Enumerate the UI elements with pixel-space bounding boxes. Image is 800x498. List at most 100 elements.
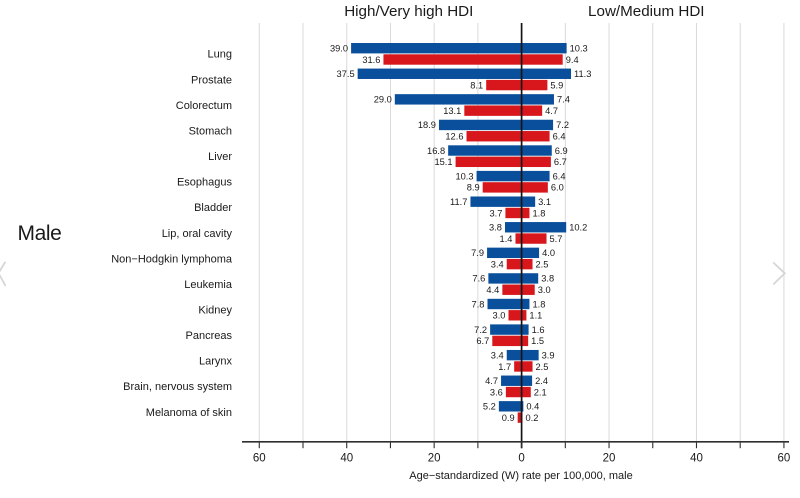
x-axis-tick-label: 40 xyxy=(690,453,703,465)
bar-left-red-leukemia xyxy=(502,284,522,295)
value-label-right-blue-larynx: 3.9 xyxy=(542,350,555,360)
category-label-lung: Lung xyxy=(208,49,232,61)
value-label-left-blue-lung: 39.0 xyxy=(330,44,348,54)
value-label-left-blue-melanoma-of-skin: 5.2 xyxy=(483,402,496,412)
value-labels: 39.0 37.5 29.0 18.9 16.8 10.3 11.7 3.8 7.9 7.6 7.8… xyxy=(330,44,591,423)
value-label-left-red-bladder: 3.7 xyxy=(489,208,502,218)
value-label-left-red-melanoma-of-skin: 0.9 xyxy=(502,413,515,423)
bar-left-blue-pancreas xyxy=(490,324,522,335)
bar-right-blue-liver xyxy=(521,145,552,156)
value-label-left-blue-esophagus: 10.3 xyxy=(455,171,473,181)
value-label-right-blue-esophagus: 6.4 xyxy=(553,171,566,181)
value-label-left-red-esophagus: 8.9 xyxy=(467,183,480,193)
bar-right-blue-colorectum xyxy=(521,94,554,105)
value-label-right-blue-lip-oral-cavity: 10.2 xyxy=(569,223,587,233)
value-label-right-blue-liver: 6.9 xyxy=(555,146,568,156)
category-label-melanoma-of-skin: Melanoma of skin xyxy=(146,407,232,419)
bar-right-blue-bladder xyxy=(521,196,536,207)
bar-left-blue-liver xyxy=(448,145,522,156)
chevron-left-icon[interactable] xyxy=(0,261,7,287)
bar-right-red-stomach xyxy=(521,131,550,142)
bar-right-red-prostate xyxy=(521,79,548,91)
x-axis-tick-label: 60 xyxy=(253,453,266,465)
bar-left-blue-prostate xyxy=(357,68,522,79)
x-axis-tick-labels: 60 40 20 0 20 40 60 xyxy=(253,453,790,465)
value-label-right-red-leukemia: 3.0 xyxy=(538,285,551,295)
category-label-lip-oral-cavity: Lip, oral cavity xyxy=(162,228,233,240)
category-label-kidney: Kidney xyxy=(198,305,232,317)
bar-right-blue-esophagus xyxy=(521,170,550,182)
value-label-right-blue-pancreas: 1.6 xyxy=(532,325,545,335)
bar-left-red-brain-nervous-system xyxy=(505,386,522,398)
bar-left-red-kidney xyxy=(508,310,522,321)
category-label-pancreas: Pancreas xyxy=(186,330,233,342)
value-label-left-red-kidney: 3.0 xyxy=(493,311,506,321)
category-labels: Lung Prostate Colorectum Stomach Liver Esopha… xyxy=(111,49,233,419)
panel-title-left: High/Very high HDI xyxy=(344,3,473,20)
value-label-right-blue-lung: 10.3 xyxy=(570,44,588,54)
value-label-right-red-stomach: 6.4 xyxy=(553,132,566,142)
bar-right-red-colorectum xyxy=(521,105,543,116)
chevron-right-icon[interactable] xyxy=(772,262,787,285)
bar-right-red-liver xyxy=(521,156,551,168)
bar-left-red-bladder xyxy=(505,207,522,219)
x-axis-tick-label: 60 xyxy=(778,453,791,465)
value-label-left-blue-bladder: 11.7 xyxy=(450,197,467,207)
value-label-left-red-lip-oral-cavity: 1.4 xyxy=(500,234,513,244)
bar-left-blue-lung xyxy=(351,43,522,54)
bar-right-blue-melanoma-of-skin xyxy=(521,401,524,412)
bar-left-red-melanoma-of-skin xyxy=(517,412,522,423)
value-label-left-red-colorectum: 13.1 xyxy=(443,106,461,116)
category-label-esophagus: Esophagus xyxy=(177,177,233,189)
x-axis-tick-label: 20 xyxy=(428,453,441,465)
category-label-colorectum: Colorectum xyxy=(176,100,232,112)
bar-left-red-larynx xyxy=(514,361,522,372)
bar-left-red-lung xyxy=(383,54,522,65)
bar-right-red-leukemia xyxy=(521,284,535,295)
bar-left-red-non-hodgkin-lymphoma xyxy=(506,258,522,270)
value-label-left-blue-kidney: 7.8 xyxy=(472,299,485,309)
bar-right-red-non-hodgkin-lymphoma xyxy=(521,258,533,270)
value-label-right-blue-brain-nervous-system: 2.4 xyxy=(535,376,548,386)
bar-right-red-esophagus xyxy=(521,182,548,193)
value-label-left-red-prostate: 8.1 xyxy=(470,80,483,90)
value-label-left-blue-leukemia: 7.6 xyxy=(472,274,485,284)
value-label-left-blue-brain-nervous-system: 4.7 xyxy=(485,376,498,386)
value-label-right-blue-leukemia: 3.8 xyxy=(541,274,554,284)
value-label-left-blue-lip-oral-cavity: 3.8 xyxy=(489,223,502,233)
value-label-left-blue-non-hodgkin-lymphoma: 7.9 xyxy=(471,248,484,258)
bar-right-blue-lung xyxy=(521,43,567,54)
bar-left-red-pancreas xyxy=(492,335,522,347)
value-label-left-blue-colorectum: 29.0 xyxy=(374,95,392,105)
bar-right-red-lung xyxy=(521,54,563,65)
bar-right-red-kidney xyxy=(521,310,527,321)
bar-right-red-pancreas xyxy=(521,335,529,347)
value-label-right-red-pancreas: 1.5 xyxy=(531,336,544,346)
category-label-larynx: Larynx xyxy=(199,356,233,368)
x-axis-tick-label: 20 xyxy=(603,453,616,465)
value-label-left-blue-stomach: 18.9 xyxy=(418,120,436,130)
value-label-right-red-prostate: 5.9 xyxy=(550,80,563,90)
bar-right-blue-larynx xyxy=(521,349,539,361)
gridlines xyxy=(258,23,785,442)
category-label-non-hodgkin-lymphoma: Non−Hodgkin lymphoma xyxy=(111,253,233,265)
value-label-right-red-bladder: 1.8 xyxy=(532,208,545,218)
bar-left-blue-kidney xyxy=(487,298,522,310)
bar-left-blue-esophagus xyxy=(476,170,522,182)
category-label-brain-nervous-system: Brain, nervous system xyxy=(123,381,232,393)
value-label-right-blue-prostate: 11.3 xyxy=(574,69,591,79)
bar-right-blue-brain-nervous-system xyxy=(521,375,533,386)
bar-right-blue-kidney xyxy=(521,298,530,310)
value-label-left-red-stomach: 12.6 xyxy=(445,132,463,142)
value-label-left-red-brain-nervous-system: 3.6 xyxy=(490,387,503,397)
bar-right-red-bladder xyxy=(521,207,530,219)
panel-title-right: Low/Medium HDI xyxy=(588,3,704,20)
bar-right-blue-stomach xyxy=(521,119,554,131)
value-label-right-blue-stomach: 7.2 xyxy=(556,120,569,130)
category-label-stomach: Stomach xyxy=(189,125,232,137)
value-label-right-red-kidney: 1.1 xyxy=(529,311,542,321)
value-label-left-blue-prostate: 37.5 xyxy=(337,69,355,79)
bar-right-blue-lip-oral-cavity xyxy=(521,222,567,233)
